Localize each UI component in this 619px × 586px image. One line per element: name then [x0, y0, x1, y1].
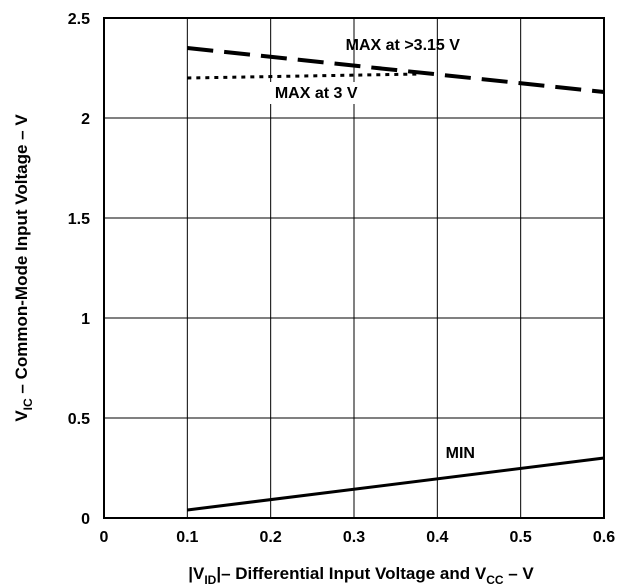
plot-frame: [103, 17, 605, 519]
x-axis-title: |VID|– Differential Input Voltage and VC…: [188, 564, 534, 586]
annotation-background-max-3v: [262, 82, 392, 104]
x-tick-label: 0.2: [260, 529, 282, 546]
y-axis-ticks: 0 0.5 1 1.5 2 2.5: [68, 11, 90, 528]
series-line-max-3v: [187, 72, 421, 80]
y-axis-title-prefix: V: [12, 410, 31, 422]
x-axis-title-middle-sub: CC: [486, 573, 504, 586]
x-tick-label: 0.4: [426, 529, 448, 546]
annotation-max-high: MAX at >3.15 V: [346, 37, 461, 54]
annotation-min: MIN: [446, 445, 475, 462]
x-axis-title-suffix: – V: [504, 564, 535, 583]
series-line-max-high: [187, 46, 605, 94]
x-tick-label: 0.3: [343, 529, 365, 546]
y-tick-label: 2.5: [68, 11, 90, 28]
x-axis-title-middle: |– Differential Input Voltage and V: [216, 564, 487, 583]
annotation-max-3v: MAX at 3 V: [275, 85, 358, 102]
y-axis-title-suffix: – Common-Mode Input Voltage – V: [12, 114, 31, 399]
x-tick-label: 0.6: [593, 529, 615, 546]
annotation-layer: MAX at >3.15 V MAX at 3 V MIN: [262, 37, 475, 462]
series-line-min: [187, 456, 605, 512]
y-axis-title-prefix-sub: IC: [21, 398, 35, 410]
y-tick-label: 2: [81, 111, 90, 128]
y-axis-title: VIC – Common-Mode Input Voltage – V: [12, 114, 35, 422]
x-tick-label: 0.5: [510, 529, 532, 546]
y-tick-label: 0: [81, 511, 90, 528]
x-tick-label: 0.1: [176, 529, 198, 546]
y-tick-label: 1.5: [68, 211, 90, 228]
series-layer: [187, 46, 605, 512]
x-axis-title-prefix-sub: ID: [204, 573, 216, 586]
y-tick-label: 0.5: [68, 411, 90, 428]
x-axis-title-prefix: |V: [188, 564, 205, 583]
x-tick-label: 0: [100, 529, 109, 546]
x-axis-ticks: 0 0.1 0.2 0.3 0.4 0.5 0.6: [100, 529, 616, 546]
y-tick-label: 1: [81, 311, 90, 328]
